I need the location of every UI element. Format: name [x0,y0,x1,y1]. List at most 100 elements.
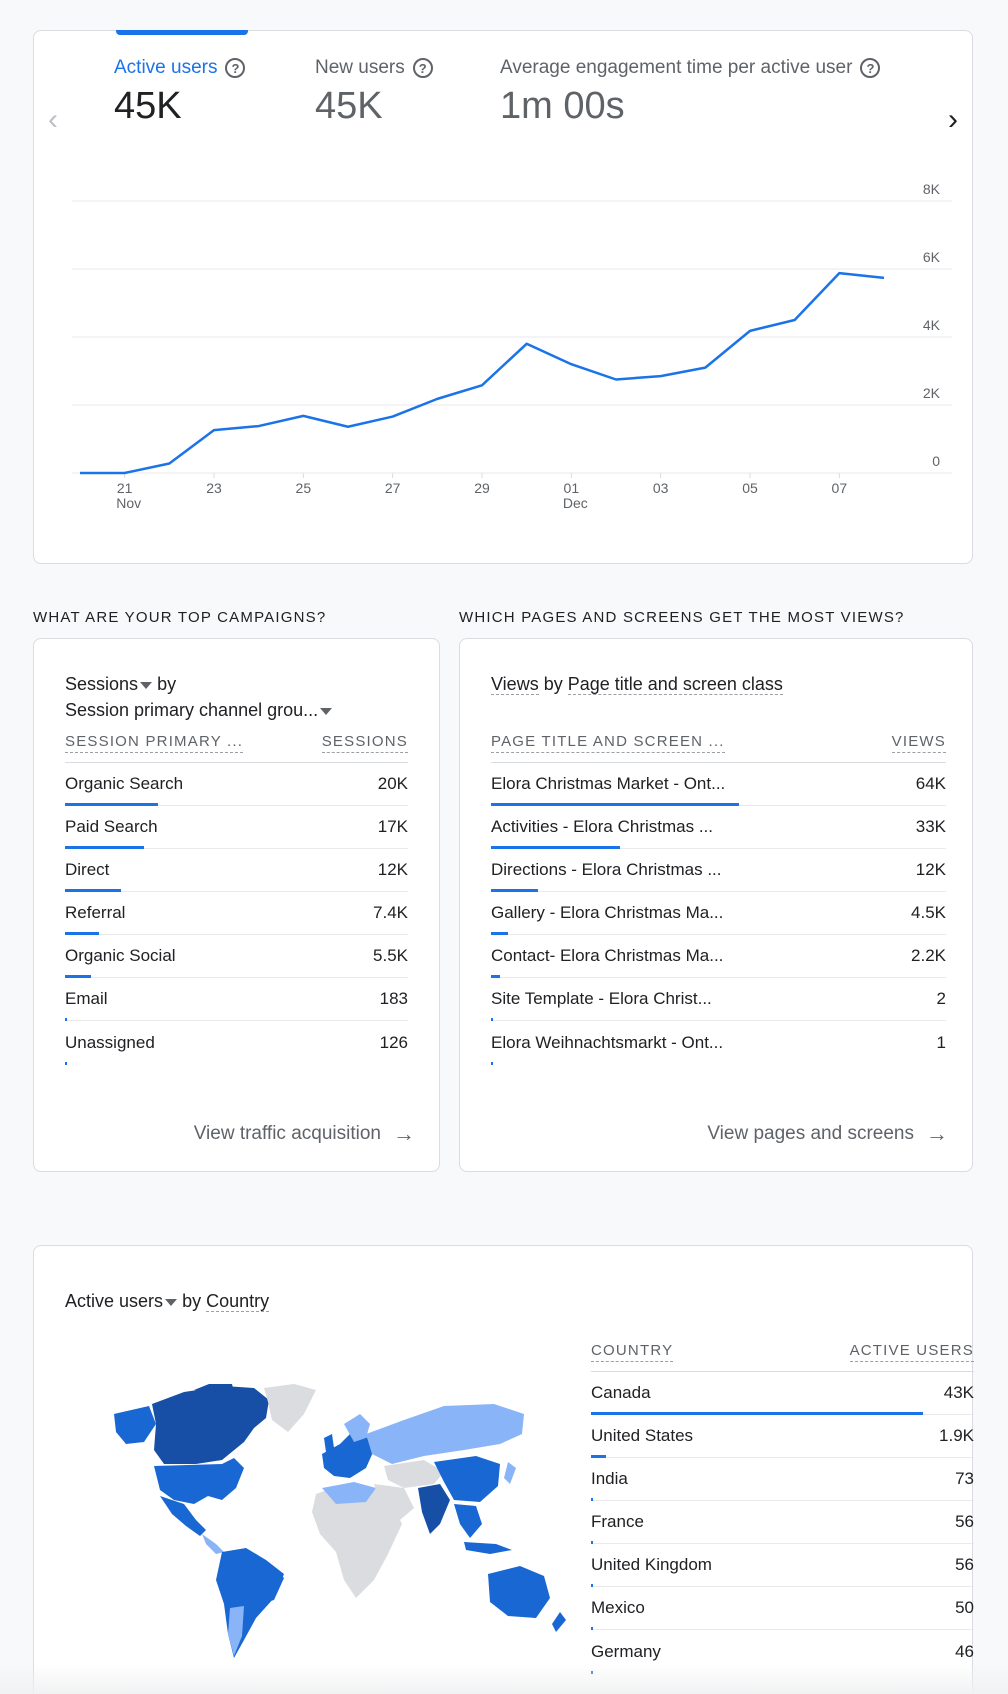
campaigns-section-title: WHAT ARE YOUR TOP CAMPAIGNS? [33,609,327,626]
dimension-selector-label[interactable]: Page title and screen class [567,674,783,695]
footer-link-label[interactable]: View traffic acquisition [193,1123,381,1144]
campaigns-table: SESSION PRIMARY ... SESSIONS Organic Sea… [65,733,408,1065]
table-row[interactable]: United States 1.9K [591,1415,974,1458]
table-row[interactable]: Organic Social 5.5K [65,935,408,978]
x-tick-label: 29 [474,480,490,496]
view-traffic-acquisition-link[interactable]: View traffic acquisition → [194,1121,415,1147]
table-row[interactable]: Email 183 [65,978,408,1021]
column-header-country[interactable]: COUNTRY [591,1342,674,1362]
y-tick-label: 8K [923,181,941,197]
table-row[interactable]: Direct 12K [65,849,408,892]
footer-link-label[interactable]: View pages and screens [707,1123,914,1144]
column-header-page-title[interactable]: PAGE TITLE AND SCREEN ... [491,733,725,753]
table-header: SESSION PRIMARY ... SESSIONS [65,733,408,763]
share-bar [591,1455,606,1458]
map-region-china[interactable] [434,1456,500,1502]
map-region-japan[interactable] [504,1462,516,1484]
help-icon[interactable]: ? [860,58,881,78]
table-row[interactable]: Mexico 50 [591,1587,974,1630]
campaigns-card: Sessions by Session primary channel grou… [33,638,440,1172]
metric-dropdown[interactable]: Sessions [65,674,153,694]
world-map[interactable] [104,1384,584,1664]
column-header-sessions[interactable]: SESSIONS [321,733,408,753]
map-region-new-zealand[interactable] [552,1612,566,1632]
metric-dropdown[interactable]: Active users [65,1291,178,1311]
help-icon[interactable]: ? [412,58,433,78]
column-header-channel[interactable]: SESSION PRIMARY ... [65,733,244,753]
map-region-india[interactable] [418,1484,450,1534]
map-region-central-america[interactable] [202,1534,224,1554]
map-region-scandinavia[interactable] [344,1414,370,1442]
table-row[interactable]: India 73 [591,1458,974,1501]
map-region-brazil[interactable] [244,1562,284,1606]
map-region-europe[interactable] [322,1430,374,1478]
help-icon[interactable]: ? [225,58,246,78]
table-row[interactable]: Referral 7.4K [65,892,408,935]
row-value: 43K [943,1383,974,1402]
table-row[interactable]: Contact- Elora Christmas Ma... 2.2K [491,935,946,978]
pages-section-title: WHICH PAGES AND SCREENS GET THE MOST VIE… [459,609,905,626]
map-region-greenland[interactable] [264,1384,316,1432]
metric-selector-label[interactable]: Active users [65,1291,164,1311]
metric-label: Average engagement time per active user [500,57,853,78]
chevron-left-icon[interactable]: ‹ [48,103,58,136]
view-pages-and-screens-link[interactable]: View pages and screens → [707,1121,948,1147]
overview-card: ‹ Active users? 45K New users? 45K Avera… [33,30,973,564]
map-region-uk[interactable] [324,1434,334,1452]
table-row[interactable]: Directions - Elora Christmas ... 12K [491,849,946,892]
map-region-southeast-asia[interactable] [454,1504,482,1538]
metric-selector-label[interactable]: Views [491,674,539,695]
by-text: by [182,1291,202,1311]
table-header: PAGE TITLE AND SCREEN ... VIEWS [491,733,946,763]
share-bar [65,932,100,935]
metric-selector-label[interactable]: Sessions [65,674,139,694]
series-line-active-users[interactable] [80,271,885,475]
arrow-right-icon[interactable]: → [393,1121,415,1146]
row-value: 20K [377,774,408,793]
map-region-canada[interactable] [152,1386,269,1464]
metric-label: New users [315,57,405,78]
map-region-central-asia[interactable] [384,1460,444,1488]
map-region-mexico[interactable] [160,1496,206,1536]
dimension-selector-label[interactable]: Session primary channel grou... [65,700,319,720]
table-row[interactable]: Activities - Elora Christmas ... 33K [491,806,946,849]
row-label: Activities - Elora Christmas ... [491,817,713,836]
column-header-views[interactable]: VIEWS [891,733,946,753]
dimension-selector-label[interactable]: Country [206,1291,270,1312]
map-region-alaska[interactable] [114,1406,156,1444]
row-label: Germany [591,1641,661,1661]
row-label: Canada [591,1383,651,1402]
metric-active-users[interactable]: Active users? 45K [114,57,246,128]
share-bar [65,1062,67,1065]
table-row[interactable]: Site Template - Elora Christ... 2 [491,978,946,1021]
map-region-africa[interactable] [312,1484,402,1598]
caret-down-icon[interactable] [140,681,153,689]
table-row[interactable]: Elora Weihnachtsmarkt - Ont... 1 [491,1021,946,1065]
map-region-north-africa[interactable] [322,1482,376,1504]
table-row[interactable]: United Kingdom 56 [591,1544,974,1587]
map-region-argentina[interactable] [228,1606,244,1656]
table-row[interactable]: Gallery - Elora Christmas Ma... 4.5K [491,892,946,935]
map-region-russia[interactable] [366,1404,524,1464]
row-value: 73 [955,1469,974,1488]
table-row[interactable]: Elora Christmas Market - Ont... 64K [491,763,946,806]
arrow-right-icon[interactable]: → [926,1121,948,1146]
share-bar [65,975,91,978]
table-row[interactable]: Canada 43K [591,1372,974,1415]
caret-down-icon[interactable] [320,707,333,715]
table-row[interactable]: Paid Search 17K [65,806,408,849]
map-region-middle-east[interactable] [374,1484,414,1520]
metric-new-users[interactable]: New users? 45K [315,57,433,128]
row-label: Organic Social [65,946,176,965]
caret-down-icon[interactable] [165,1298,178,1306]
map-region-australia[interactable] [488,1566,550,1618]
metric-engagement-time[interactable]: Average engagement time per active user?… [500,57,881,128]
map-region-arctic-islands[interactable] [194,1384,234,1394]
column-header-active-users[interactable]: ACTIVE USERS [849,1342,974,1362]
table-row[interactable]: Unassigned 126 [65,1021,408,1065]
map-region-indonesia[interactable] [464,1542,512,1554]
table-row[interactable]: France 56 [591,1501,974,1544]
chevron-right-icon[interactable]: › [948,103,958,136]
map-region-united-states[interactable] [154,1458,244,1504]
table-row[interactable]: Organic Search 20K [65,763,408,806]
